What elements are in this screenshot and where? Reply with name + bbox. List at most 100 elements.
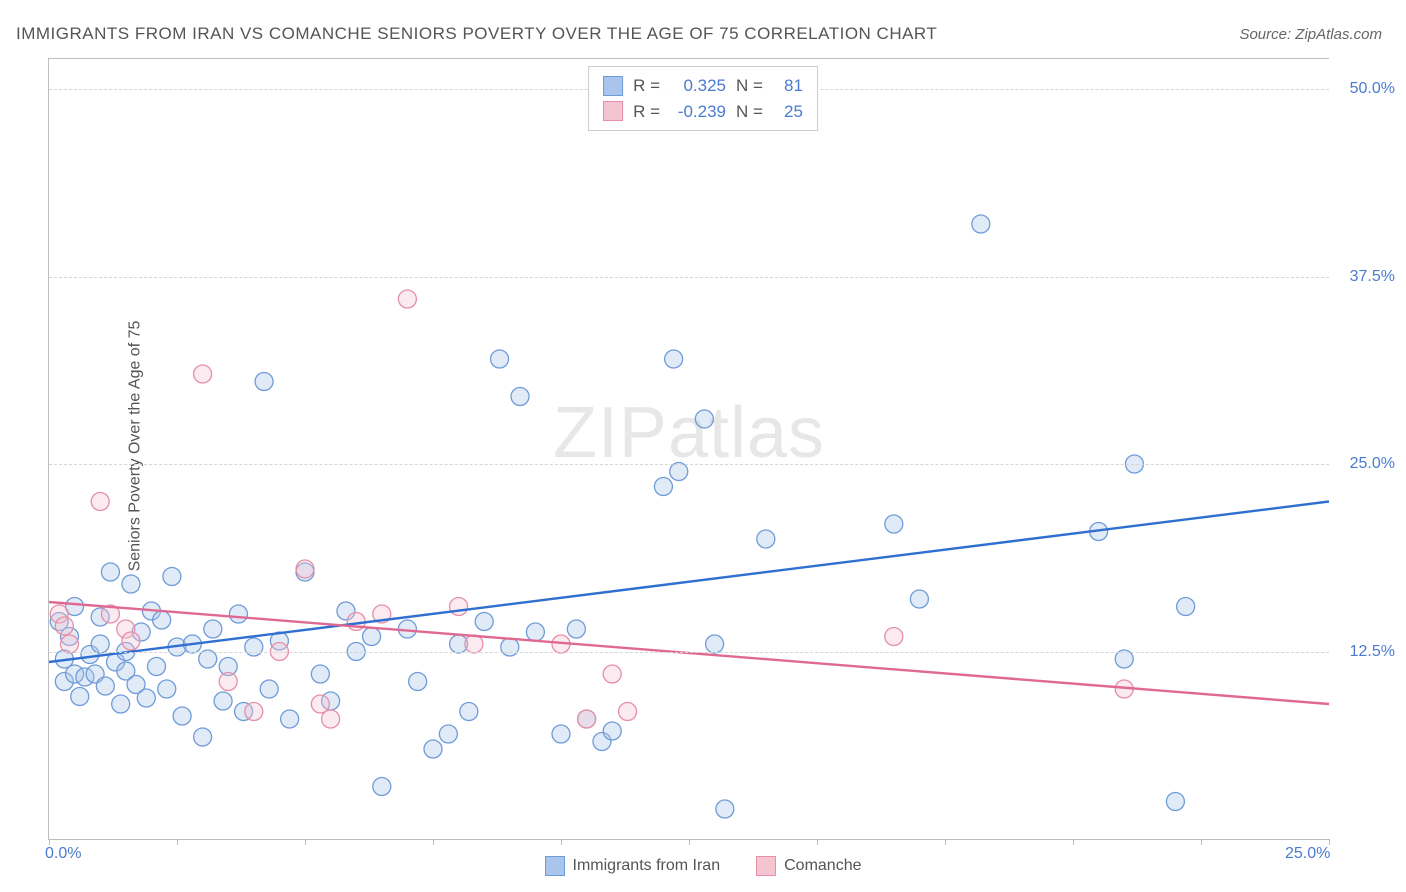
data-point	[137, 689, 155, 707]
stats-legend: R = 0.325 N = 81R = -0.239 N = 25	[588, 66, 818, 131]
data-point	[757, 530, 775, 548]
data-point	[311, 665, 329, 683]
stat-n-label: N =	[736, 99, 763, 125]
y-tick-label: 25.0%	[1350, 455, 1395, 473]
data-point	[91, 493, 109, 511]
data-point	[153, 611, 171, 629]
data-point	[398, 290, 416, 308]
data-point	[112, 695, 130, 713]
data-point	[158, 680, 176, 698]
data-point	[1115, 650, 1133, 668]
data-point	[526, 623, 544, 641]
data-point	[511, 388, 529, 406]
data-point	[194, 365, 212, 383]
data-point	[910, 590, 928, 608]
data-point	[603, 722, 621, 740]
x-tick	[305, 839, 306, 845]
data-point	[465, 635, 483, 653]
x-tick	[1073, 839, 1074, 845]
data-point	[654, 478, 672, 496]
data-point	[163, 568, 181, 586]
data-point	[229, 605, 247, 623]
data-point	[245, 638, 263, 656]
plot-svg	[49, 59, 1329, 839]
data-point	[60, 635, 78, 653]
data-point	[439, 725, 457, 743]
data-point	[214, 692, 232, 710]
data-point	[409, 673, 427, 691]
data-point	[450, 598, 468, 616]
data-point	[148, 658, 166, 676]
data-point	[885, 628, 903, 646]
data-point	[578, 710, 596, 728]
legend-swatch	[545, 856, 565, 876]
data-point	[619, 703, 637, 721]
data-point	[122, 575, 140, 593]
data-point	[424, 740, 442, 758]
data-point	[363, 628, 381, 646]
legend-label: Immigrants from Iran	[573, 857, 721, 875]
data-point	[972, 215, 990, 233]
stat-r-label: R =	[633, 99, 660, 125]
scatter-chart: ZIPatlas 12.5%25.0%37.5%50.0%0.0%25.0%	[48, 58, 1329, 840]
data-point	[91, 635, 109, 653]
x-tick	[561, 839, 562, 845]
data-point	[460, 703, 478, 721]
stat-r-value: 0.325	[670, 73, 726, 99]
trend-line	[49, 502, 1329, 663]
data-point	[552, 725, 570, 743]
data-point	[71, 688, 89, 706]
data-point	[885, 515, 903, 533]
legend-swatch	[603, 101, 623, 121]
data-point	[475, 613, 493, 631]
trend-line	[49, 602, 1329, 704]
data-point	[373, 778, 391, 796]
stats-row: R =0.325N =81	[603, 73, 803, 99]
data-point	[194, 728, 212, 746]
data-point	[260, 680, 278, 698]
bottom-legend: Immigrants from Iran Comanche	[0, 856, 1406, 876]
chart-title: IMMIGRANTS FROM IRAN VS COMANCHE SENIORS…	[16, 24, 937, 44]
data-point	[603, 665, 621, 683]
data-point	[219, 673, 237, 691]
legend-swatch	[756, 856, 776, 876]
legend-item: Comanche	[756, 856, 861, 876]
y-tick-label: 37.5%	[1350, 268, 1395, 286]
data-point	[255, 373, 273, 391]
gridline	[49, 277, 1329, 278]
y-tick-label: 50.0%	[1350, 80, 1395, 98]
stats-row: R = -0.239 N = 25	[603, 99, 803, 125]
data-point	[296, 560, 314, 578]
data-point	[695, 410, 713, 428]
data-point	[491, 350, 509, 368]
data-point	[706, 635, 724, 653]
stat-r-value: -0.239	[670, 99, 726, 125]
x-tick	[945, 839, 946, 845]
data-point	[101, 563, 119, 581]
data-point	[716, 800, 734, 818]
legend-item: Immigrants from Iran	[545, 856, 721, 876]
data-point	[204, 620, 222, 638]
y-tick-label: 12.5%	[1350, 643, 1395, 661]
x-tick	[177, 839, 178, 845]
data-point	[501, 638, 519, 656]
legend-swatch	[603, 76, 623, 96]
stat-n-value: 25	[773, 99, 803, 125]
data-point	[1166, 793, 1184, 811]
stat-n-value: 81	[773, 73, 803, 99]
data-point	[1177, 598, 1195, 616]
legend-label: Comanche	[784, 857, 861, 875]
source-label: Source: ZipAtlas.com	[1239, 26, 1382, 43]
gridline	[49, 464, 1329, 465]
data-point	[665, 350, 683, 368]
stat-n-label: N =	[736, 73, 763, 99]
data-point	[245, 703, 263, 721]
data-point	[173, 707, 191, 725]
data-point	[281, 710, 299, 728]
data-point	[199, 650, 217, 668]
x-tick	[817, 839, 818, 845]
data-point	[55, 617, 73, 635]
data-point	[122, 632, 140, 650]
x-tick	[433, 839, 434, 845]
data-point	[670, 463, 688, 481]
